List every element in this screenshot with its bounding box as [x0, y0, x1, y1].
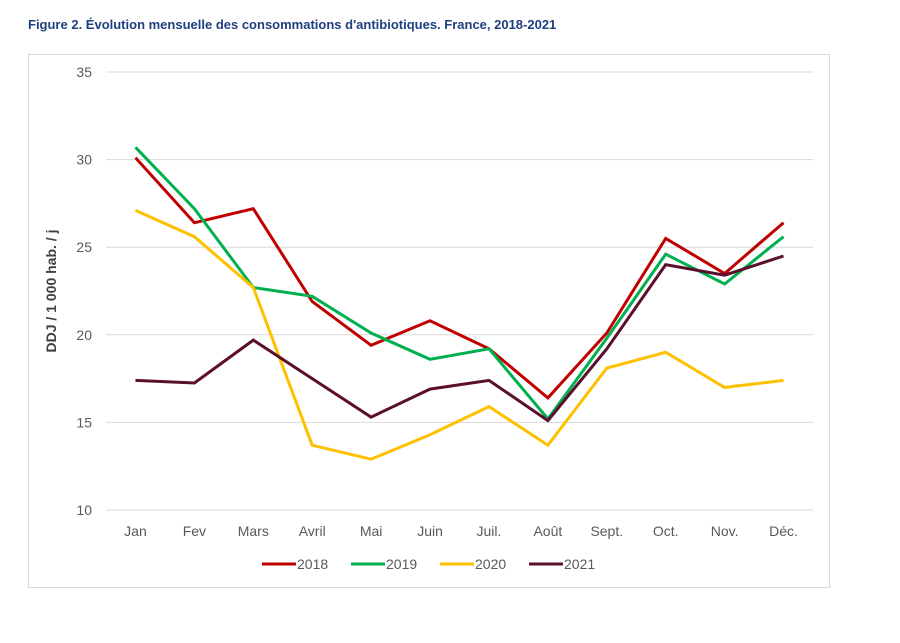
series-line-2021 — [135, 254, 784, 423]
x-tick-label: Oct. — [653, 523, 679, 539]
gridlines — [106, 71, 813, 511]
legend-label: 2021 — [564, 556, 595, 572]
y-axis-label: DDJ / 1 000 hab. / j — [43, 230, 59, 353]
x-tick-label: Juin — [417, 523, 443, 539]
y-tick-label: 35 — [76, 64, 92, 80]
y-tick-label: 20 — [76, 327, 92, 343]
series-lines — [134, 146, 785, 461]
legend-label: 2018 — [297, 556, 328, 572]
series-line-2020 — [134, 209, 784, 461]
legend-item-2018: 2018 — [262, 556, 328, 572]
x-tick-label: Jan — [124, 523, 147, 539]
y-tick-label: 30 — [76, 152, 92, 168]
x-tick-label: Mars — [238, 523, 269, 539]
x-tick-label: Avril — [299, 523, 326, 539]
x-tick-label: Nov. — [711, 523, 739, 539]
series-line-2018 — [134, 156, 785, 400]
y-tick-label: 25 — [76, 239, 92, 255]
series-line-2019 — [134, 146, 785, 422]
y-axis-ticks: 10 15 20 25 30 35 — [76, 64, 92, 518]
x-tick-label: Déc. — [769, 523, 798, 539]
x-tick-label: Sept. — [590, 523, 623, 539]
legend-label: 2020 — [475, 556, 506, 572]
legend-item-2020: 2020 — [440, 556, 506, 572]
legend-item-2019: 2019 — [351, 556, 417, 572]
y-tick-label: 15 — [76, 414, 92, 430]
x-tick-label: Fev — [183, 523, 206, 539]
figure-title: Figure 2. Évolution mensuelle des consom… — [28, 17, 557, 32]
x-axis-ticks: Jan Fev Mars Avril Mai Juin Juil. Août Sept. Oct.… — [124, 523, 798, 539]
y-tick-label: 10 — [76, 502, 92, 518]
x-tick-label: Juil. — [477, 523, 502, 539]
x-tick-label: Mai — [360, 523, 383, 539]
legend-label: 2019 — [386, 556, 417, 572]
legend: 2018 2019 2020 2021 — [262, 556, 595, 572]
chart-frame — [28, 54, 830, 588]
x-tick-label: Août — [533, 523, 562, 539]
legend-item-2021: 2021 — [529, 556, 595, 572]
